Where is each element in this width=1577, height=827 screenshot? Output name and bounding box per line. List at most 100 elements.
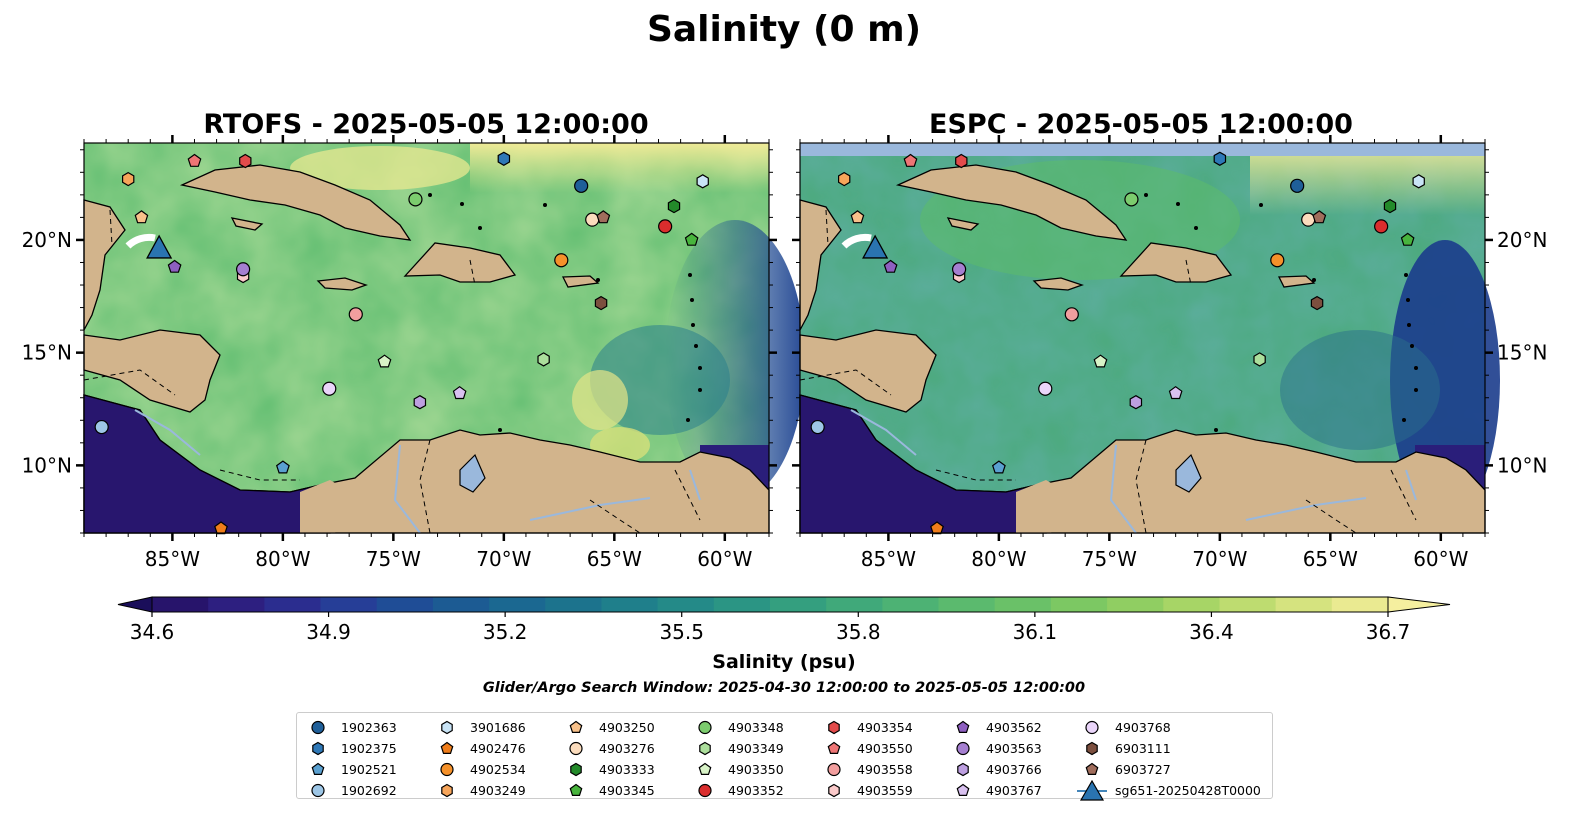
float-marker-4903349 xyxy=(1253,352,1266,367)
colorbar-segment xyxy=(1050,597,1108,612)
legend-marker xyxy=(311,720,325,735)
map-panel-espc: 85°W 80°W 75°W 70°W 65°W 60°W 20°N 15°N 10°N xyxy=(792,135,1547,571)
float-marker-1902521 xyxy=(275,460,290,474)
legend-item: 4903250 xyxy=(561,717,655,738)
legend-label: 3901686 xyxy=(470,720,526,735)
lon-tick-label: 85°W xyxy=(861,547,916,571)
legend-item: 4902476 xyxy=(432,738,526,759)
colorbar-label: Salinity (psu) xyxy=(712,651,855,673)
legend-label: 4903559 xyxy=(857,783,913,798)
legend-marker xyxy=(699,741,711,756)
legend-marker xyxy=(570,762,582,777)
axes-rtofs: 85°W 80°W 75°W 70°W 65°W 60°W 20°N 15°N 10°N xyxy=(22,135,777,571)
legend-marker-hexagon-icon xyxy=(312,741,324,756)
float-marker-4903768 xyxy=(1038,381,1053,396)
lat-tick-label: 15°N xyxy=(1497,341,1547,365)
lat-tick-label: 10°N xyxy=(1497,453,1547,477)
legend-marker xyxy=(311,762,325,775)
legend-marker xyxy=(311,783,325,798)
legend-item: 1902363 xyxy=(303,717,397,738)
colorbar-segment xyxy=(264,597,322,612)
glider-track-espc xyxy=(841,233,872,249)
float-marker-4903348 xyxy=(1124,192,1139,207)
float-marker-6903727 xyxy=(1312,210,1327,224)
search-window-caption: Glider/Argo Search Window: 2025-04-30 12… xyxy=(483,680,1085,696)
legend-marker-pentagon-icon xyxy=(569,783,583,796)
legend-marker xyxy=(312,741,324,756)
legend-marker xyxy=(440,741,454,754)
lon-tick-label: 80°W xyxy=(255,547,310,571)
colorbar-segment xyxy=(1163,597,1221,612)
legend-label: 1902692 xyxy=(341,783,397,798)
legend-item: 4903345 xyxy=(561,780,655,801)
colorbar-extend-max xyxy=(1387,596,1451,613)
legend-label: 4903345 xyxy=(599,783,655,798)
legend-marker-pentagon-icon xyxy=(440,741,454,754)
legend-marker-hexagon-icon xyxy=(1086,741,1098,756)
legend-marker-pentagon-icon xyxy=(698,762,712,775)
legend-label: 4903563 xyxy=(986,741,1042,756)
float-marker-3901686 xyxy=(1412,174,1425,189)
legend-label: sg651-20250428T0000 xyxy=(1115,783,1261,798)
float-marker-6903111 xyxy=(1310,295,1324,311)
float-marker-4903558 xyxy=(1064,307,1079,322)
legend-label: 4903767 xyxy=(986,783,1042,798)
float-marker-4903345 xyxy=(684,232,699,246)
lon-tick-label: 80°W xyxy=(971,547,1026,571)
float-marker-4903333 xyxy=(667,198,681,214)
legend-item: 4903249 xyxy=(432,780,526,801)
float-marker-4903352 xyxy=(1374,219,1389,234)
colorbar-segment xyxy=(1331,597,1389,612)
legend-marker-triangle-icon xyxy=(1077,780,1107,801)
legend-item: 1902521 xyxy=(303,759,397,780)
float-marker-4903766 xyxy=(413,395,427,410)
colorbar-segment xyxy=(208,597,265,612)
lat-tick-label: 20°N xyxy=(1497,228,1547,252)
legend-item: 1902692 xyxy=(303,780,397,801)
legend-item: 4903558 xyxy=(819,759,913,780)
legend-label: 4903766 xyxy=(986,762,1042,777)
legend-marker-circle-icon xyxy=(569,741,583,756)
legend-marker xyxy=(569,720,583,733)
colorbar-extend-min xyxy=(117,596,153,613)
legend-item: 4903354 xyxy=(819,717,913,738)
legend-marker xyxy=(957,762,969,777)
legend-marker-hexagon-icon xyxy=(441,783,453,798)
colorbar-segment xyxy=(152,597,209,612)
lon-tick-label: 65°W xyxy=(587,547,642,571)
float-marker-4903345 xyxy=(1400,232,1415,246)
float-marker-4903354 xyxy=(239,153,252,169)
glider-marker xyxy=(146,234,173,259)
colorbar-segment xyxy=(320,597,378,612)
legend-label: 1902375 xyxy=(341,741,397,756)
lat-tick-label: 20°N xyxy=(22,228,72,252)
legend-marker xyxy=(828,720,840,735)
float-marker-4903550 xyxy=(187,153,202,167)
figure-suptitle: Salinity (0 m) xyxy=(647,9,921,50)
float-marker-1902692 xyxy=(810,419,825,435)
colorbar-segment xyxy=(713,597,771,612)
legend-column: 4903768 6903111 6903727 sg651-20250428T0000 xyxy=(1077,717,1261,801)
float-marker-4903767 xyxy=(1168,385,1183,400)
colorbar-tick-label: 35.2 xyxy=(483,620,528,644)
legend-marker xyxy=(441,720,453,735)
glider-track-rtofs xyxy=(125,233,156,249)
legend-label: 4903348 xyxy=(728,720,784,735)
legend-label: 4902476 xyxy=(470,741,526,756)
float-marker-1902375 xyxy=(497,151,511,166)
legend-label: 4903350 xyxy=(728,762,784,777)
legend-item: 4903563 xyxy=(948,738,1042,759)
legend-item: 4902534 xyxy=(432,759,526,780)
legend-item: 4903352 xyxy=(690,780,784,801)
frame-espc xyxy=(799,142,1486,534)
legend-marker-hexagon-icon xyxy=(828,720,840,735)
legend-item: 4903768 xyxy=(1077,717,1261,738)
legend-label: 6903727 xyxy=(1115,762,1171,777)
float-marker-4903562 xyxy=(883,259,898,273)
legend-marker xyxy=(1085,762,1099,775)
colorbar-tick-label: 36.1 xyxy=(1013,620,1058,644)
legend-marker xyxy=(956,720,970,733)
legend-marker xyxy=(698,783,712,798)
colorbar-segment xyxy=(432,597,490,612)
legend-label: 4903558 xyxy=(857,762,913,777)
